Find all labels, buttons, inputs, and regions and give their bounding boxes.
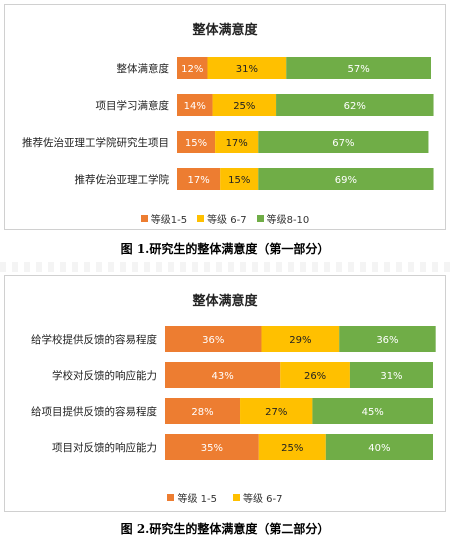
divider-band — [0, 262, 450, 272]
chart-panel-2: 整体满意度 给学校提供反馈的容易程度 36% 29% 36% 学校对反馈的响应能力 43%… — [4, 275, 446, 512]
legend-item: 等级8-10 — [256, 211, 310, 226]
data-label: 26% — [304, 371, 326, 382]
legend-swatch — [140, 215, 148, 222]
data-label: 57% — [347, 64, 369, 75]
legend-item: 等级 1-5 — [167, 490, 217, 505]
data-label: 69% — [335, 175, 357, 186]
data-label: 27% — [265, 407, 287, 418]
data-label: 25% — [233, 101, 255, 112]
data-label: 25% — [281, 443, 303, 454]
data-label: 12% — [181, 64, 203, 75]
bar-segment — [286, 57, 431, 79]
bar-segment — [177, 57, 208, 79]
legend-label: 等级 6-7 — [207, 215, 247, 226]
data-label: 62% — [344, 101, 366, 112]
figure-caption: 图 1.研究生的整体满意度（第一部分） — [120, 242, 330, 256]
legend-item: 等级 6-7 — [233, 490, 283, 505]
data-label: 43% — [212, 371, 234, 382]
data-label: 15% — [228, 175, 250, 186]
data-label: 36% — [376, 335, 398, 346]
bar-segment — [215, 131, 259, 153]
legend-swatch — [256, 215, 264, 222]
chart-legend: 等级 1-5 等级 6-7 — [5, 490, 445, 505]
category-label: 推荐佐治亚理工学院 — [75, 173, 170, 186]
bar-segment — [207, 57, 287, 79]
data-label: 14% — [184, 101, 206, 112]
category-label: 推荐佐治亚理工学院研究生项目 — [22, 136, 169, 149]
chart-legend: 等级1-5 等级 6-7 等级8-10 — [5, 211, 445, 226]
legend-label: 等级1-5 — [150, 215, 188, 226]
bar-segment — [258, 168, 434, 190]
bar-segment — [165, 434, 259, 460]
bar-segment — [212, 94, 277, 116]
legend-item: 等级1-5 — [140, 211, 188, 226]
legend-swatch — [167, 494, 175, 501]
legend-item: 等级 6-7 — [197, 211, 247, 226]
category-label: 项目对反馈的响应能力 — [52, 441, 157, 454]
data-label: 17% — [187, 175, 209, 186]
data-label: 36% — [202, 335, 224, 346]
bar-segment — [312, 398, 433, 424]
figure-caption: 图 2.研究生的整体满意度（第二部分） — [120, 522, 330, 536]
bar-chart-2: 给学校提供反馈的容易程度 36% 29% 36% 学校对反馈的响应能力 43% 26% 31%… — [31, 326, 436, 460]
legend-label: 等级 1-5 — [177, 494, 217, 505]
bar-segment — [165, 362, 281, 388]
data-label: 31% — [380, 371, 402, 382]
bar-segment — [276, 94, 434, 116]
bar-segment — [325, 434, 433, 460]
data-label: 15% — [185, 138, 207, 149]
bar-segment — [280, 362, 350, 388]
category-label: 给学校提供反馈的容易程度 — [31, 333, 157, 346]
data-label: 67% — [332, 138, 354, 149]
category-label: 项目学习满意度 — [96, 99, 170, 112]
chart-panel-1: 整体满意度 整体满意度 12% 31% 57% 项目学习满意度 14% 25% 62% 推荐佐治… — [4, 4, 446, 230]
bar-segment — [240, 398, 313, 424]
bar-segment — [339, 326, 436, 352]
data-label: 28% — [191, 407, 213, 418]
data-label: 40% — [368, 443, 390, 454]
data-label: 31% — [236, 64, 258, 75]
bar-chart-1: 整体满意度 12% 31% 57% 项目学习满意度 14% 25% 62% 推荐佐治亚理工学院研… — [22, 57, 434, 190]
bar-segment — [261, 326, 340, 352]
bar-segment — [177, 168, 221, 190]
data-label: 45% — [362, 407, 384, 418]
bar-segment — [258, 131, 429, 153]
data-label: 35% — [201, 443, 223, 454]
category-label: 学校对反馈的响应能力 — [52, 369, 157, 382]
legend-label: 等级8-10 — [266, 215, 310, 226]
bar-segment — [165, 398, 241, 424]
data-label: 17% — [226, 138, 248, 149]
bar-segment — [349, 362, 433, 388]
bar-segment — [177, 131, 216, 153]
bar-segment — [177, 94, 213, 116]
legend-swatch — [197, 215, 205, 222]
category-label: 整体满意度 — [117, 62, 170, 75]
legend-swatch — [233, 494, 240, 501]
data-label: 29% — [289, 335, 311, 346]
chart-title: 整体满意度 — [192, 23, 258, 38]
category-label: 给项目提供反馈的容易程度 — [31, 405, 157, 418]
chart-title: 整体满意度 — [192, 294, 258, 309]
legend-label: 等级 6-7 — [243, 494, 283, 505]
bar-segment — [165, 326, 262, 352]
bar-segment — [220, 168, 259, 190]
bar-segment — [258, 434, 326, 460]
